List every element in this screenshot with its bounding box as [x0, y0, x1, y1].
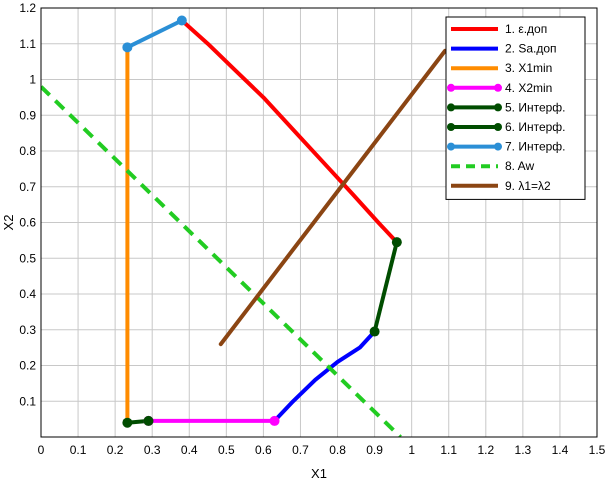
x-tick-label: 0.9: [366, 443, 383, 457]
x-tick-label: 1.4: [552, 443, 569, 457]
series-line-9: [218, 48, 447, 347]
x-tick-label: 0.7: [292, 443, 309, 457]
y-tick-label: 0.6: [19, 216, 36, 230]
data-point: [122, 42, 133, 53]
x-axis-label: X1: [311, 466, 327, 481]
y-tick-label: 1.2: [19, 1, 36, 15]
x-tick-label: 1.5: [589, 443, 606, 457]
x-tick-label: 0.8: [329, 443, 346, 457]
y-tick-label: 0.8: [19, 144, 36, 158]
legend-marker: [494, 123, 502, 131]
series-markers: [122, 15, 402, 428]
legend-marker: [494, 103, 502, 112]
legend-entry-5: 5. Интерф.: [505, 100, 566, 114]
y-tick-label: 0.9: [19, 108, 36, 122]
series-line-6: [372, 240, 399, 334]
x-tick-label: 0.5: [218, 443, 235, 457]
series-line-7: [125, 18, 184, 50]
data-point: [176, 15, 187, 26]
x-tick-label: 1: [408, 443, 415, 457]
y-tick-label: 0.4: [19, 287, 36, 301]
legend-entry-3: 3. X1min: [505, 61, 552, 75]
data-point: [122, 417, 133, 428]
x-tick-label: 0.4: [181, 443, 198, 457]
x-tick-label: 1.2: [477, 443, 494, 457]
x-tick-label: 0.6: [255, 443, 272, 457]
data-point: [391, 237, 402, 248]
legend-marker: [447, 83, 455, 92]
y-tick-label: 1: [29, 73, 36, 87]
y-tick-label: 0.5: [19, 251, 36, 265]
legend-entry-1: 1. ε.доп: [505, 22, 547, 36]
legend-marker: [494, 142, 502, 151]
series-line-1: [179, 18, 399, 245]
data-point: [269, 415, 280, 426]
legend-entry-6: 6. Интерф.: [505, 120, 566, 134]
x-tick-label: 1.1: [440, 443, 457, 457]
plot-frame: [40, 7, 598, 438]
x-tick-label: 1.3: [515, 443, 532, 457]
legend-entry-2: 2. Sa.доп: [505, 42, 557, 56]
series-line-8: [41, 85, 402, 437]
x-tick-label: 0.2: [107, 443, 124, 457]
legend-marker: [447, 142, 455, 151]
legend-entry-7: 7. Интерф.: [505, 140, 566, 154]
y-tick-label: 0.1: [19, 394, 36, 408]
legend-entry-4: 4. X2min: [505, 81, 552, 95]
legend-entry-8: 8. Aw: [505, 159, 534, 173]
legend-entry-9: 9. λ1=λ2: [505, 179, 551, 193]
x-tick-labels: 0 0.1 0.2 0.3 0.4 0.5 0.6 0.7 0.8 0.9 1 1.1 1.2 1.3 1.…: [38, 443, 606, 457]
series-group: [41, 18, 447, 437]
y-tick-label: 0.7: [19, 180, 36, 194]
series-line-2: [272, 329, 377, 423]
data-point: [143, 415, 154, 426]
y-tick-label: 0.3: [19, 323, 36, 337]
data-point: [369, 326, 380, 337]
legend-marker: [447, 103, 455, 112]
legend-marker: [494, 83, 502, 92]
legend: 1. ε.доп 2. Sa.доп 3. X1min 4. X2min 5. Инте…: [445, 16, 586, 200]
y-tick-label: 1.1: [19, 37, 36, 51]
y-axis-label: X2: [1, 215, 16, 231]
x-tick-label: 0.1: [70, 443, 87, 457]
y-tick-label: 0.2: [19, 359, 36, 373]
legend-marker: [447, 123, 455, 131]
x-tick-label: 0: [38, 443, 45, 457]
x-tick-label: 0.3: [144, 443, 161, 457]
y-tick-labels: 0.1 0.2 0.3 0.4 0.5 0.6 0.7 0.8 0.9 1 1.1 1.2: [19, 1, 36, 408]
